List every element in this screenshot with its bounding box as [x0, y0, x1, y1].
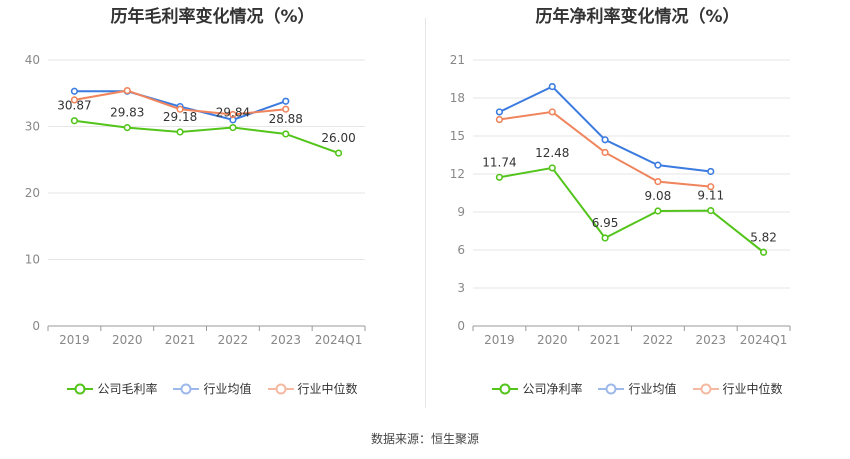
legend-item-industry-median[interactable]: 行业中位数 — [692, 380, 783, 397]
data-point — [548, 164, 556, 172]
y-tick-label: 10 — [25, 253, 40, 267]
data-point — [176, 105, 184, 113]
data-label: 26.00 — [321, 131, 355, 145]
legend-line-icon — [598, 383, 625, 394]
y-tick-label: 40 — [25, 53, 40, 67]
x-tick-label: 2019 — [484, 333, 515, 347]
y-tick-label: 21 — [450, 53, 465, 67]
data-point — [70, 87, 79, 95]
x-tick-label: 2021 — [165, 333, 196, 347]
legend-label: 公司毛利率 — [97, 382, 158, 396]
data-point — [548, 108, 556, 116]
data-source: 数据来源：恒生聚源 — [370, 432, 479, 446]
x-tick-label: 2023 — [270, 333, 301, 347]
data-point — [601, 148, 609, 157]
data-point — [707, 167, 715, 176]
legend-label: 行业中位数 — [297, 382, 358, 396]
x-tick-label: 2020 — [537, 333, 568, 347]
data-label: 29.18 — [163, 110, 197, 124]
net-margin-chart: 历年净利率变化情况（%） 0 3 6 9 12 15 18 21 2019 2020 2021 202… — [425, 0, 850, 420]
x-tick-label: 2022 — [218, 333, 249, 347]
x-tick-label: 2022 — [643, 333, 674, 347]
series-line — [498, 85, 711, 173]
y-tick-label: 15 — [450, 129, 465, 143]
y-tick-label: 3 — [457, 281, 465, 295]
data-label: 30.87 — [57, 99, 91, 113]
y-tick-label: 6 — [457, 243, 465, 257]
data-point — [548, 82, 556, 91]
legend-item-company[interactable]: 公司毛利率 — [67, 380, 157, 397]
data-point — [70, 96, 79, 104]
data-point — [176, 128, 184, 136]
data-point — [654, 178, 662, 186]
y-tick-label: 0 — [457, 319, 465, 333]
data-point — [707, 207, 715, 215]
y-tick-label: 9 — [457, 205, 465, 219]
chart-title: 历年净利率变化情况（%） — [535, 7, 740, 27]
data-point — [601, 136, 609, 144]
data-point — [707, 183, 715, 191]
legend-line-icon — [67, 383, 94, 394]
x-tick-label: 2024Q1 — [315, 333, 363, 347]
x-tick-label: 2019 — [59, 333, 90, 347]
data-point — [334, 149, 343, 157]
y-tick-label: 0 — [32, 319, 40, 333]
series-line — [499, 166, 765, 254]
data-point — [229, 123, 237, 132]
panel-divider — [425, 18, 426, 408]
data-point — [282, 105, 290, 113]
chart-title: 历年毛利率变化情况（%） — [110, 7, 315, 27]
data-point — [70, 117, 79, 125]
data-label: 28.88 — [269, 112, 303, 126]
data-point — [654, 207, 662, 215]
y-tick-label: 30 — [25, 120, 40, 134]
gross-margin-plot: 0 10 20 30 40 2019 2020 2021 2022 2023 2024Q1 30.87… — [25, 53, 366, 347]
x-tick-label: 2023 — [695, 333, 726, 347]
series-line — [74, 119, 339, 155]
x-tick-label: 2020 — [112, 333, 143, 347]
data-point — [759, 248, 768, 256]
legend-line-icon — [267, 383, 294, 394]
data-label: 6.95 — [592, 216, 619, 230]
y-tick-label: 20 — [25, 186, 40, 200]
data-label: 29.84 — [216, 106, 250, 120]
data-point — [123, 124, 131, 132]
legend: 公司净利率 行业均值 行业中位数 — [425, 380, 850, 397]
y-tick-label: 12 — [450, 167, 465, 181]
data-label: 11.74 — [482, 155, 516, 169]
data-label: 29.83 — [110, 106, 144, 120]
legend-item-company[interactable]: 公司净利率 — [492, 380, 582, 397]
legend-item-industry-avg[interactable]: 行业均值 — [173, 380, 252, 397]
data-point — [229, 110, 237, 119]
legend-label: 行业中位数 — [722, 382, 783, 396]
data-point — [495, 115, 504, 124]
legend-item-industry-avg[interactable]: 行业均值 — [598, 380, 677, 397]
y-tick-label: 18 — [450, 91, 465, 105]
x-tick-label: 2021 — [590, 333, 621, 347]
data-point — [282, 130, 290, 138]
data-point — [495, 108, 504, 116]
legend: 公司毛利率 行业均值 行业中位数 — [0, 380, 425, 397]
data-label: 9.11 — [697, 189, 724, 203]
data-point — [654, 161, 662, 169]
legend-line-icon — [173, 383, 200, 394]
legend-label: 行业均值 — [203, 382, 252, 396]
x-tick-label: 2024Q1 — [740, 333, 788, 347]
data-point — [601, 234, 609, 242]
legend-line-icon — [692, 383, 719, 394]
legend-label: 公司净利率 — [522, 382, 583, 396]
legend-item-industry-median[interactable]: 行业中位数 — [267, 380, 358, 397]
data-point — [282, 97, 290, 105]
data-point — [123, 86, 131, 95]
legend-label: 行业均值 — [628, 382, 677, 396]
data-point — [495, 173, 504, 181]
gross-margin-chart: 历年毛利率变化情况（%） 0 10 20 30 40 2019 2020 2021 2022 20… — [0, 0, 425, 420]
data-label: 12.48 — [535, 146, 569, 160]
net-margin-plot: 0 3 6 9 12 15 18 21 2019 2020 2021 2022 2023 2024Q1 11… — [450, 53, 791, 347]
data-label: 5.82 — [750, 230, 777, 244]
data-label: 9.08 — [645, 189, 672, 203]
legend-line-icon — [492, 383, 519, 394]
